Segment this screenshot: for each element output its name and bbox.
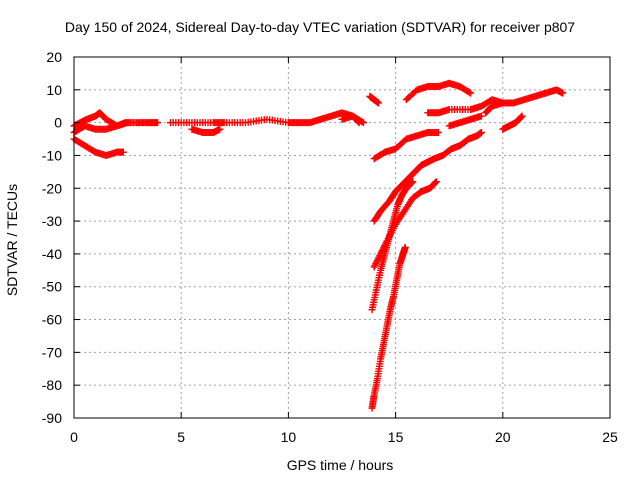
y-tick-labels: 20 10 0 -10 -20 -30 -40 -50 -60 -70 -80 -90 — [42, 49, 62, 426]
data-point — [559, 89, 567, 97]
y-tick-label: -30 — [42, 213, 62, 229]
data-point — [477, 112, 485, 120]
y-tick-label: 10 — [46, 82, 62, 98]
y-tick-label: -40 — [42, 246, 62, 262]
y-tick-label: -80 — [42, 377, 62, 393]
series-track-n — [499, 112, 526, 133]
series-track-j — [402, 79, 475, 104]
y-tick-label: -20 — [42, 180, 62, 196]
series-track-m — [482, 86, 567, 117]
data-point — [517, 113, 525, 121]
data-point — [465, 88, 473, 96]
series-track-e — [188, 125, 224, 136]
y-tick-label: -70 — [42, 344, 62, 360]
grid-lines — [74, 57, 610, 418]
y-axis-title: SDTVAR / TECUs — [4, 184, 20, 296]
y-tick-label: -10 — [42, 147, 62, 163]
data-point — [355, 119, 363, 127]
x-axis-title: GPS time / hours — [287, 457, 394, 473]
data-point — [354, 118, 362, 126]
x-tick-label: 5 — [177, 429, 185, 445]
series-track-l — [445, 112, 485, 130]
y-tick-label: -50 — [42, 279, 62, 295]
data-point — [119, 148, 127, 156]
x-tick-label: 0 — [70, 429, 78, 445]
data-point — [477, 128, 485, 136]
series-track-q — [368, 178, 417, 314]
series-track-i — [370, 128, 442, 163]
series-track-g — [338, 112, 363, 127]
y-tick-label: -90 — [42, 410, 62, 426]
plot-frame — [73, 56, 611, 419]
data-point — [401, 243, 409, 251]
data-point — [434, 128, 442, 136]
x-tick-labels: 0 5 10 15 20 25 — [70, 429, 618, 445]
y-tick-label: -60 — [42, 312, 62, 328]
series-track-r — [368, 243, 409, 412]
series-track-h — [366, 92, 382, 107]
data-point — [432, 178, 440, 186]
y-tick-label: 0 — [54, 115, 62, 131]
data-point — [374, 99, 382, 107]
x-tick-label: 20 — [495, 429, 511, 445]
data-point — [408, 179, 416, 187]
data-point — [154, 119, 162, 127]
x-tick-label: 15 — [388, 429, 404, 445]
data-point — [432, 179, 440, 187]
data-point — [216, 125, 224, 133]
data-series — [70, 79, 567, 412]
y-tick-label: 20 — [46, 49, 62, 65]
axis-ticks — [73, 56, 611, 419]
data-point — [518, 112, 526, 120]
data-point — [409, 178, 417, 186]
series-track-d — [166, 119, 228, 127]
chart-title: Day 150 of 2024, Sidereal Day-to-day VTE… — [65, 19, 575, 35]
x-tick-label: 10 — [281, 429, 297, 445]
x-tick-label: 25 — [602, 429, 618, 445]
series-track-o — [370, 128, 485, 225]
data-point — [467, 89, 475, 97]
